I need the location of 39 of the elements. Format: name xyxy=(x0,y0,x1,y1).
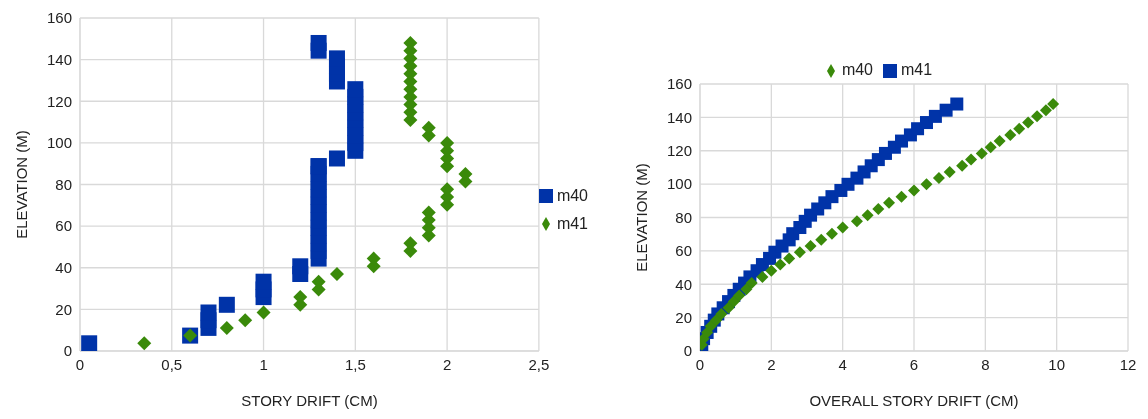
x-tick-label: 2 xyxy=(767,355,776,373)
x-tick-label: 1 xyxy=(259,355,268,373)
x-tick-label: 1,5 xyxy=(344,355,366,373)
legend-label: m41 xyxy=(901,61,933,78)
y-tick-label: 160 xyxy=(666,75,692,93)
y-tick-label: 80 xyxy=(55,175,72,193)
y-tick-label: 80 xyxy=(675,208,692,226)
legend-label: m40 xyxy=(841,61,873,78)
y-axis-title: ELEVATION (M) xyxy=(633,163,651,272)
y-tick-label: 0 xyxy=(683,342,692,360)
y-tick-label: 60 xyxy=(55,217,72,235)
legend-label: m41 xyxy=(556,214,588,232)
y-tick-label: 40 xyxy=(55,259,72,277)
x-tick-label: 2 xyxy=(442,355,452,373)
y-tick-label: 40 xyxy=(675,275,692,293)
x-tick-label: 2,5 xyxy=(528,355,550,373)
y-tick-label: 160 xyxy=(46,9,72,27)
y-tick-label: 0 xyxy=(63,342,72,360)
x-tick-label: 0 xyxy=(75,355,85,373)
x-tick-label: 4 xyxy=(838,355,847,373)
y-tick-label: 100 xyxy=(666,175,692,193)
x-tick-label: 8 xyxy=(981,355,990,373)
x-tick-label: 12 xyxy=(1119,355,1137,373)
x-tick-label: 6 xyxy=(909,355,919,373)
y-tick-label: 140 xyxy=(666,108,692,126)
x-tick-label: 0 xyxy=(695,355,705,373)
x-tick-label: 10 xyxy=(1048,355,1066,373)
y-tick-label: 120 xyxy=(666,142,692,160)
y-tick-label: 60 xyxy=(675,242,692,260)
y-tick-label: 100 xyxy=(46,134,72,152)
y-tick-label: 140 xyxy=(46,50,72,68)
x-tick-label: 0,5 xyxy=(161,355,183,373)
y-tick-label: 20 xyxy=(675,308,692,326)
y-tick-label: 120 xyxy=(46,92,72,110)
x-axis-title: STORY DRIFT (CM) xyxy=(241,392,378,409)
y-tick-label: 20 xyxy=(55,300,72,318)
legend-label: m40 xyxy=(556,186,588,204)
x-axis-title: OVERALL STORY DRIFT (CM) xyxy=(809,392,1019,409)
y-axis-title: ELEVATION (M) xyxy=(13,130,31,239)
